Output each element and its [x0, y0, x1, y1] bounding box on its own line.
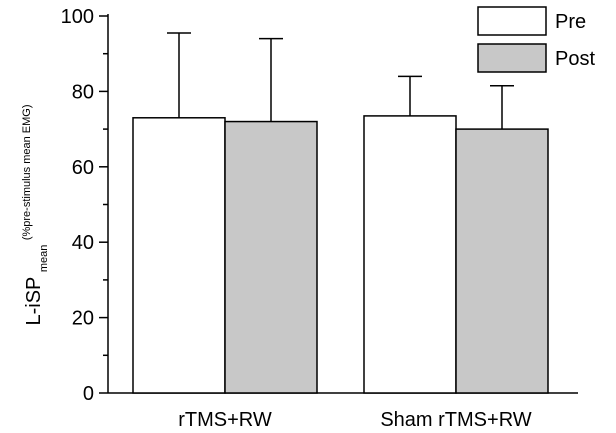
y-axis-title-subscript: mean [38, 245, 50, 273]
y-tick-label: 20 [72, 308, 94, 330]
y-tick-label: 80 [72, 81, 94, 103]
svg-text:L-iSP mean (%p: L-iSP mean (%pre-stimulus mean EMG) [21, 104, 51, 325]
y-tick-label: 0 [83, 383, 94, 405]
plot-area: 0 20 40 60 80 100 rTMS+RW Sham rTMS+RW [61, 6, 578, 431]
x-category-label: Sham rTMS+RW [380, 409, 531, 431]
legend-label-post: Post [555, 48, 595, 70]
y-axis-title-superscript: (%pre-stimulus mean EMG) [21, 104, 33, 240]
y-tick-label: 100 [61, 6, 94, 28]
x-category-label: rTMS+RW [178, 409, 272, 431]
legend-swatch-pre [477, 6, 547, 36]
legend: Pre Post [477, 6, 595, 73]
y-tick-label: 40 [72, 232, 94, 254]
legend-label-pre: Pre [555, 11, 586, 33]
y-axis-title: L-iSP mean (%pre-stimulus mean EMG) [21, 104, 51, 325]
bar-post-rtms-rw [224, 120, 318, 394]
y-axis-title-main: L-iSP [23, 277, 45, 326]
y-tick-label: 60 [72, 157, 94, 179]
bar-pre-rtms-rw [132, 117, 226, 394]
bar-post-sham-rtms-rw [455, 128, 549, 394]
bar-pre-sham-rtms-rw [363, 115, 457, 394]
legend-swatch-post [477, 43, 547, 73]
